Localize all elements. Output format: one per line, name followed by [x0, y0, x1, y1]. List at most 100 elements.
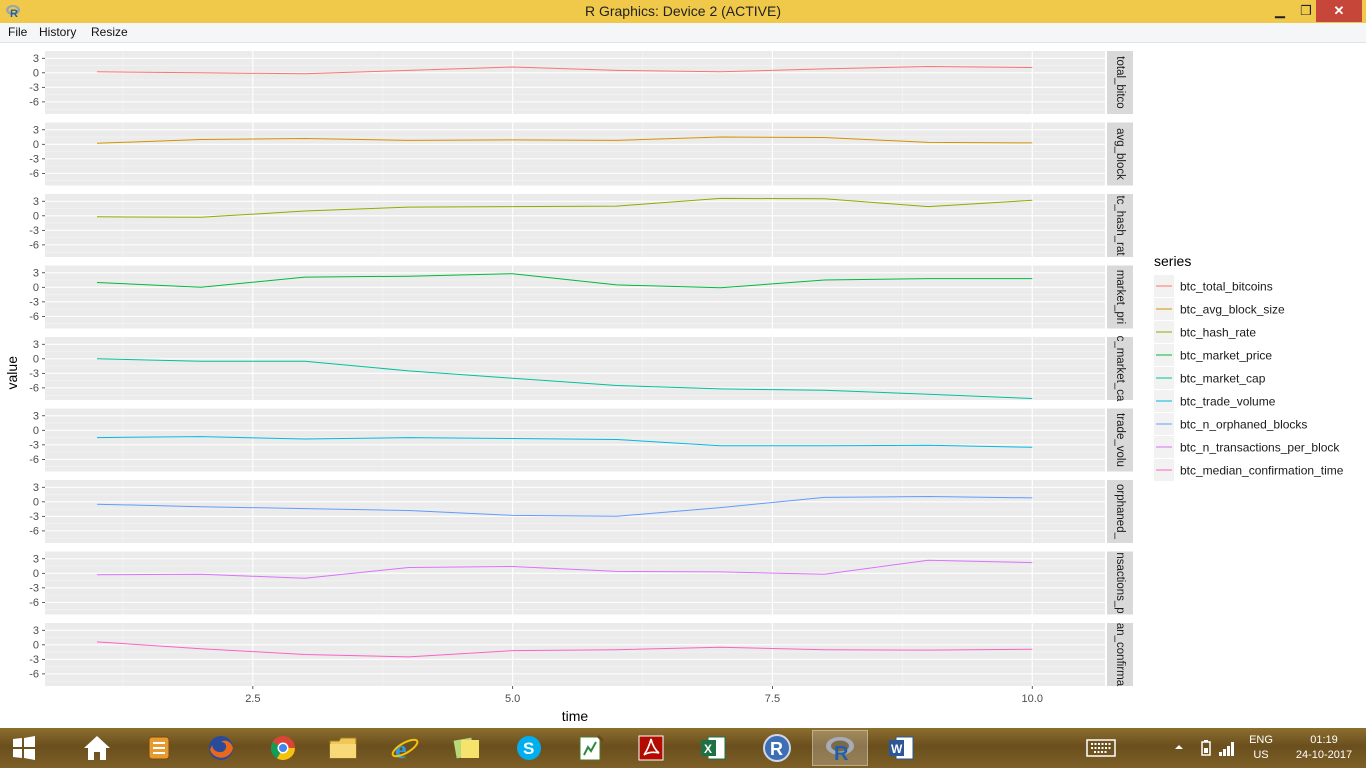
- spreadsheet-pen-icon: [579, 734, 605, 761]
- y-tick-label: 0: [33, 496, 39, 508]
- y-tick-label: 3: [33, 267, 39, 279]
- y-tick-label: -6: [29, 96, 39, 108]
- facet-strip: [1107, 51, 1133, 114]
- sticky-notes-icon: [453, 737, 479, 759]
- clock-time: 01:19: [1310, 734, 1338, 746]
- facet-strip-label: orphaned_: [1114, 484, 1126, 540]
- keyboard-icon[interactable]: [1086, 739, 1116, 757]
- menu-history[interactable]: History: [39, 25, 77, 39]
- tray-expand-icon[interactable]: [1174, 742, 1184, 752]
- facet-strip-label: nsactions_p: [1114, 552, 1126, 613]
- title-bar: R R Graphics: Device 2 (ACTIVE) ▁ ❐ ✕: [0, 0, 1366, 24]
- series-line-btc_trade_volume: [96, 436, 1033, 448]
- facet-strip-label: total_bitco: [1114, 56, 1126, 108]
- y-axis-title: value: [4, 356, 20, 390]
- series-line-btc_market_price: [96, 273, 1033, 289]
- facet-strip-label: tc_hash_rat: [1114, 195, 1126, 256]
- series-line-btc_n_transactions_per_block: [96, 559, 1033, 579]
- start-button[interactable]: [0, 730, 48, 766]
- taskbar-internet-explorer[interactable]: e: [380, 730, 430, 766]
- network-signal-icon[interactable]: [1218, 740, 1236, 756]
- taskbar-sticky-notes[interactable]: [442, 730, 492, 766]
- windows-icon: [13, 736, 35, 760]
- input-language[interactable]: ENG US: [1244, 733, 1278, 763]
- taskbar-home[interactable]: [72, 730, 122, 766]
- taskbar-r-app[interactable]: R: [752, 730, 802, 766]
- system-clock[interactable]: 01:19 24-10-2017: [1294, 733, 1354, 763]
- y-tick-label: -6: [29, 239, 39, 251]
- legend-label: btc_market_cap: [1180, 372, 1266, 386]
- svg-text:R: R: [834, 743, 849, 763]
- panel-background: [45, 480, 1105, 543]
- legend-label: btc_avg_block_size: [1180, 303, 1285, 317]
- panel-background: [45, 408, 1105, 472]
- facet-strip-label: avg_block: [1114, 128, 1126, 180]
- svg-text:e: e: [395, 735, 407, 763]
- taskbar-notes[interactable]: [134, 730, 184, 766]
- panel-background: [45, 551, 1105, 615]
- facet-strip-label: c_market_ca: [1114, 336, 1126, 402]
- y-tick-label: 3: [33, 482, 39, 494]
- y-tick-label: 3: [33, 124, 39, 136]
- menu-bar: File History Resize: [0, 23, 1366, 43]
- taskbar-acrobat[interactable]: [626, 730, 676, 766]
- legend-label: btc_n_orphaned_blocks: [1180, 418, 1307, 432]
- y-tick-label: 3: [33, 553, 39, 565]
- series-line-btc_n_orphaned_blocks: [96, 495, 1033, 517]
- r-app-icon: R: [763, 734, 791, 762]
- y-tick-label: 3: [33, 625, 39, 637]
- series-line-btc_median_confirmation_time: [96, 641, 1033, 658]
- close-button[interactable]: ✕: [1316, 0, 1362, 22]
- menu-resize[interactable]: Resize: [91, 25, 128, 39]
- menu-file[interactable]: File: [8, 25, 28, 39]
- y-tick-label: -3: [29, 511, 39, 523]
- facet-strip: [1107, 408, 1133, 472]
- y-tick-label: 0: [33, 210, 39, 222]
- facet-strip: [1107, 194, 1133, 257]
- y-tick-label: 3: [33, 53, 39, 65]
- y-tick-label: -6: [29, 311, 39, 323]
- r-logo-icon: R: [6, 5, 20, 19]
- panel-background: [45, 194, 1105, 257]
- maximize-button[interactable]: ❐: [1300, 3, 1312, 18]
- x-tick-label: 7.5: [765, 693, 780, 705]
- window-title: R Graphics: Device 2 (ACTIVE): [584, 3, 782, 19]
- battery-icon[interactable]: [1200, 740, 1212, 756]
- y-tick-label: 0: [33, 67, 39, 79]
- panel-background: [45, 623, 1105, 686]
- taskbar-firefox[interactable]: [196, 730, 246, 766]
- taskbar-file-explorer[interactable]: [318, 730, 368, 766]
- y-tick-label: -3: [29, 582, 39, 594]
- y-tick-label: -6: [29, 597, 39, 609]
- y-tick-label: -3: [29, 368, 39, 380]
- y-tick-label: 0: [33, 568, 39, 580]
- excel-icon: X: [701, 736, 726, 760]
- legend-title: series: [1154, 253, 1191, 269]
- y-tick-label: -6: [29, 525, 39, 537]
- y-tick-label: 0: [33, 425, 39, 437]
- panel-background: [45, 122, 1105, 186]
- taskbar-skype[interactable]: S: [504, 730, 554, 766]
- taskbar-excel[interactable]: X: [688, 730, 738, 766]
- chrome-icon: [270, 736, 295, 761]
- series-line-btc_hash_rate: [96, 197, 1033, 218]
- legend-label: btc_n_transactions_per_block: [1180, 441, 1340, 455]
- skype-icon: S: [517, 736, 541, 760]
- legend-label: btc_total_bitcoins: [1180, 280, 1273, 294]
- facet-strip: [1107, 480, 1133, 543]
- y-tick-label: -6: [29, 668, 39, 680]
- y-tick-label: 3: [33, 339, 39, 351]
- r-gui-icon: R: [826, 737, 854, 763]
- taskbar-word[interactable]: W: [876, 730, 926, 766]
- taskbar-chrome[interactable]: [258, 730, 308, 766]
- svg-text:S: S: [523, 739, 534, 758]
- panel-background: [45, 265, 1105, 329]
- facet-strip-label: market_pri: [1114, 270, 1126, 324]
- panel-background: [45, 337, 1105, 400]
- facet-strip-label: an_confirma: [1114, 623, 1126, 687]
- taskbar-spreadsheet-tool[interactable]: [566, 730, 616, 766]
- svg-text:W: W: [891, 742, 903, 756]
- taskbar-r-gui[interactable]: R: [812, 730, 868, 766]
- minimize-button[interactable]: ▁: [1275, 3, 1285, 18]
- y-tick-label: -3: [29, 439, 39, 451]
